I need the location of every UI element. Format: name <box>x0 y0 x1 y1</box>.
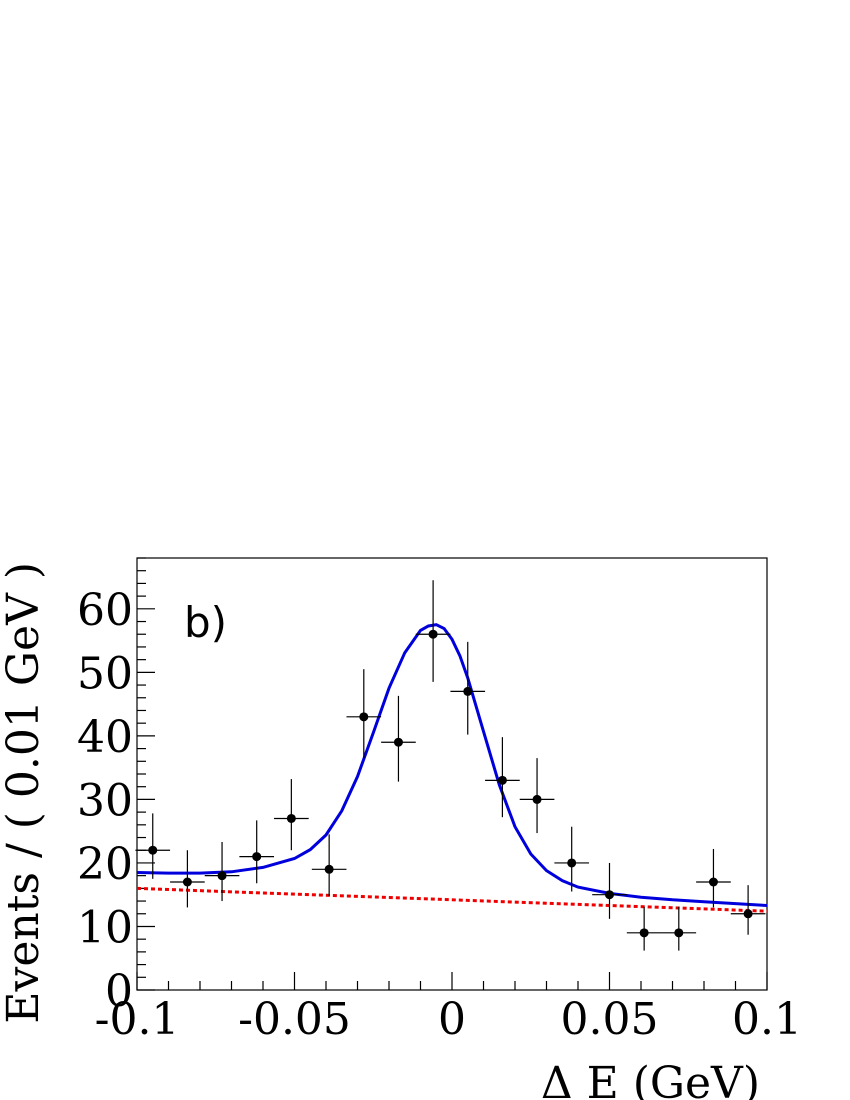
y-tick-label: 30 <box>77 775 133 826</box>
data-marker <box>567 858 577 868</box>
y-tick-label: 50 <box>77 648 133 699</box>
data-point <box>485 737 520 818</box>
data-marker <box>674 928 684 938</box>
data-marker <box>359 712 369 722</box>
data-point <box>554 826 590 892</box>
data-marker <box>324 864 334 874</box>
plot-frame <box>136 557 768 991</box>
data-point <box>381 695 416 782</box>
y-tick-label: 10 <box>77 902 133 953</box>
data-marker <box>148 845 158 855</box>
panel-label: b) <box>184 598 227 647</box>
data-point <box>135 813 171 879</box>
data-point <box>204 841 240 902</box>
data-point <box>311 834 347 896</box>
data-marker <box>217 871 227 881</box>
data-marker <box>286 813 296 823</box>
x-tick-label: -0.1 <box>95 994 180 1045</box>
data-marker <box>743 909 753 919</box>
data-points <box>135 580 766 951</box>
background-fit-curve <box>136 886 768 913</box>
data-marker <box>639 928 649 938</box>
x-tick-label: 0.1 <box>732 994 802 1045</box>
y-tick-label: 60 <box>77 585 133 636</box>
data-point <box>519 758 555 834</box>
x-tick-label: 0 <box>438 994 466 1045</box>
data-marker <box>463 686 473 696</box>
data-marker <box>708 877 718 887</box>
data-point <box>239 820 275 884</box>
axis-ticks <box>136 557 768 991</box>
data-point <box>661 906 697 951</box>
y-tick-label: 40 <box>77 712 133 763</box>
fit-curves <box>136 623 768 913</box>
data-marker <box>605 890 614 900</box>
x-axis-title: Δ E (GeV) <box>541 1058 760 1100</box>
data-marker <box>428 629 438 639</box>
data-marker <box>393 737 403 747</box>
total-fit-curve <box>136 623 768 907</box>
data-point <box>415 580 451 682</box>
x-tick-label: 0.05 <box>561 994 659 1045</box>
y-tick-label: 0 <box>105 966 133 1017</box>
y-axis-title: Events / ( 0.01 GeV ) <box>0 562 49 1024</box>
data-point <box>592 862 627 919</box>
data-marker <box>182 877 192 887</box>
data-point <box>730 885 766 935</box>
data-point <box>170 850 205 908</box>
y-tick-label: 20 <box>77 839 133 890</box>
tick-labels: -0.1 -0.05 0 0.05 0.1 0 10 20 30 40 50 60 <box>77 585 802 1045</box>
data-point <box>346 669 382 759</box>
data-marker <box>497 775 507 785</box>
x-tick-label: -0.05 <box>238 994 351 1045</box>
data-point <box>450 641 486 735</box>
data-marker <box>532 794 542 804</box>
data-point <box>274 779 309 851</box>
data-point <box>696 848 731 908</box>
data-point <box>626 906 662 951</box>
data-marker <box>252 852 262 862</box>
